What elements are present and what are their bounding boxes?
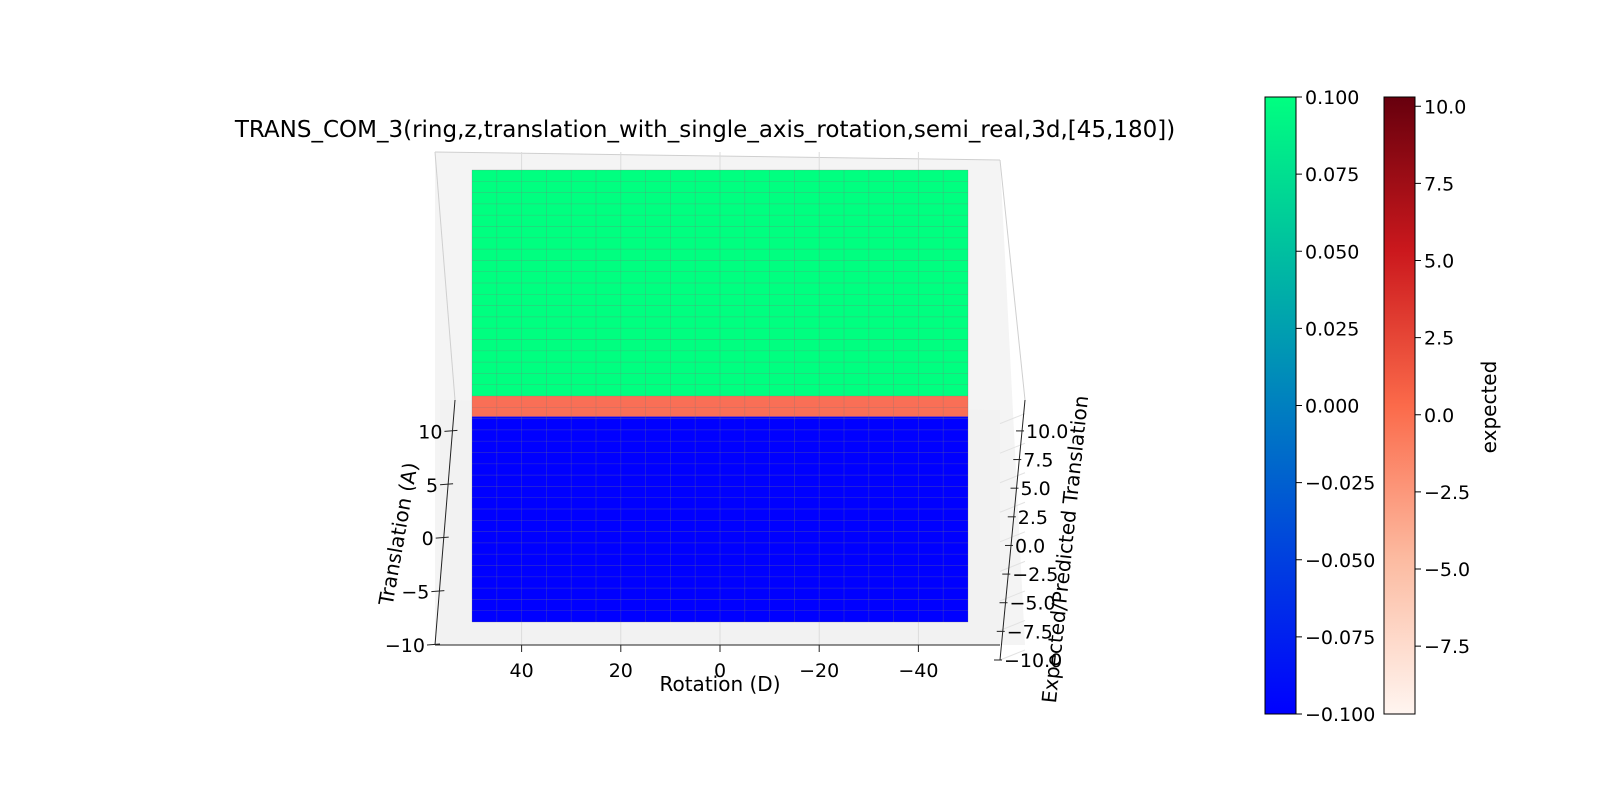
y-tick-label: −5 — [401, 582, 429, 604]
colorbar-tick-label: −0.050 — [1305, 550, 1375, 572]
colorbar-tick-label: −0.075 — [1305, 627, 1375, 649]
y-tick-label: 5 — [426, 475, 438, 497]
z-gridline — [999, 560, 1026, 572]
colorbar-tick-label: 0.050 — [1305, 241, 1359, 263]
z-gridline — [999, 472, 1026, 484]
colorbar-tick-label: −0.025 — [1305, 473, 1375, 495]
pane-edge-left — [434, 151, 456, 401]
colorbar-tick-label: 0.0 — [1424, 405, 1454, 427]
z-gridline — [999, 590, 1026, 602]
z-tick-label: 10.0 — [1026, 421, 1068, 443]
surface-band-expected — [472, 396, 968, 417]
z-tick-label: −10.0 — [1004, 650, 1062, 672]
surface-mesh — [471, 169, 969, 623]
colorbar-tick-label: 0.025 — [1305, 318, 1359, 340]
surface — [472, 170, 968, 622]
y-axis-line — [434, 399, 456, 646]
chart-title: TRANS_COM_3(ring,z,translation_with_sing… — [234, 117, 1175, 143]
colorbar-tick-label: 0.000 — [1305, 396, 1359, 418]
colorbar-tick-label: 5.0 — [1424, 251, 1454, 273]
colorbar-tick-label: −5.0 — [1424, 559, 1470, 581]
colorbar-predicted-gradient — [1264, 96, 1297, 715]
z-tick-label: 2.5 — [1018, 507, 1048, 529]
x-tick-label: −20 — [799, 660, 839, 682]
colorbar-tick-label: −2.5 — [1424, 482, 1470, 504]
y-tick-mark — [426, 643, 441, 646]
z-gridline — [999, 619, 1026, 631]
x-ticks: 40 20 0 −20 −40 — [510, 645, 938, 682]
surface-band-predicted — [472, 170, 968, 396]
y-tick-label: 0 — [422, 528, 434, 550]
colorbar-tick-label: −7.5 — [1424, 636, 1470, 658]
colorbar-expected: 10.0 7.5 5.0 2.5 0.0 −2.5 −5.0 −7.5 expected — [1383, 96, 1501, 715]
y-tick-mark — [444, 429, 458, 432]
z-gridline — [999, 501, 1026, 513]
y-tick-mark — [440, 483, 454, 486]
y-tick-mark — [431, 590, 445, 593]
z-tick-label: 0.0 — [1015, 535, 1045, 557]
axis-lines — [434, 399, 1026, 661]
z-tick-label: 7.5 — [1023, 450, 1053, 472]
x-tick-label: −40 — [898, 660, 938, 682]
colorbar-tick-label: 7.5 — [1424, 173, 1454, 195]
z-ticks: 10.0 7.5 5.0 2.5 0.0 −2.5 −5.0 −7.5 −10.0 — [994, 421, 1068, 672]
z-axis-line — [999, 399, 1026, 661]
pane-edge-top — [434, 151, 1001, 161]
colorbar-predicted-ticks: 0.100 0.075 0.050 0.025 0.000 −0.025 −0.050 −0.… — [1296, 87, 1375, 726]
x-axis-label: Rotation (D) — [659, 672, 780, 696]
colorbar-tick-label: 0.100 — [1305, 87, 1359, 109]
z-tick-label: −7.5 — [1007, 621, 1053, 643]
z-gridline — [999, 649, 1026, 661]
z-gridline — [999, 413, 1026, 425]
colorbar-expected-gradient — [1383, 96, 1416, 715]
colorbar-tick-label: 0.075 — [1305, 164, 1359, 186]
x-tick-label: 40 — [510, 660, 534, 682]
y-tick-label: −10 — [385, 635, 425, 657]
y-tick-mark — [435, 536, 449, 539]
z-tick-label: −2.5 — [1012, 564, 1058, 586]
colorbar-expected-ticks: 10.0 7.5 5.0 2.5 0.0 −2.5 −5.0 −7.5 — [1415, 96, 1470, 658]
y-ticks: 10 5 0 −5 −10 — [385, 421, 458, 657]
z-tick-label: 5.0 — [1021, 478, 1051, 500]
x-tick-label: 0 — [714, 660, 726, 682]
colorbar-tick-label: 2.5 — [1424, 328, 1454, 350]
y-tick-label: 10 — [418, 421, 442, 443]
z-gridline — [999, 531, 1026, 543]
colorbar-tick-label: −0.100 — [1305, 704, 1375, 726]
colorbar-predicted: 0.100 0.075 0.050 0.025 0.000 −0.025 −0.050 −0.… — [1264, 87, 1411, 726]
colorbar-tick-label: 10.0 — [1424, 96, 1466, 118]
surface-band-predicted — [472, 416, 968, 622]
z-tick-label: −5.0 — [1010, 593, 1056, 615]
pane-edge-right — [999, 159, 1026, 401]
colorbar-expected-label: expected — [1477, 361, 1501, 454]
x-tick-label: 20 — [609, 660, 633, 682]
